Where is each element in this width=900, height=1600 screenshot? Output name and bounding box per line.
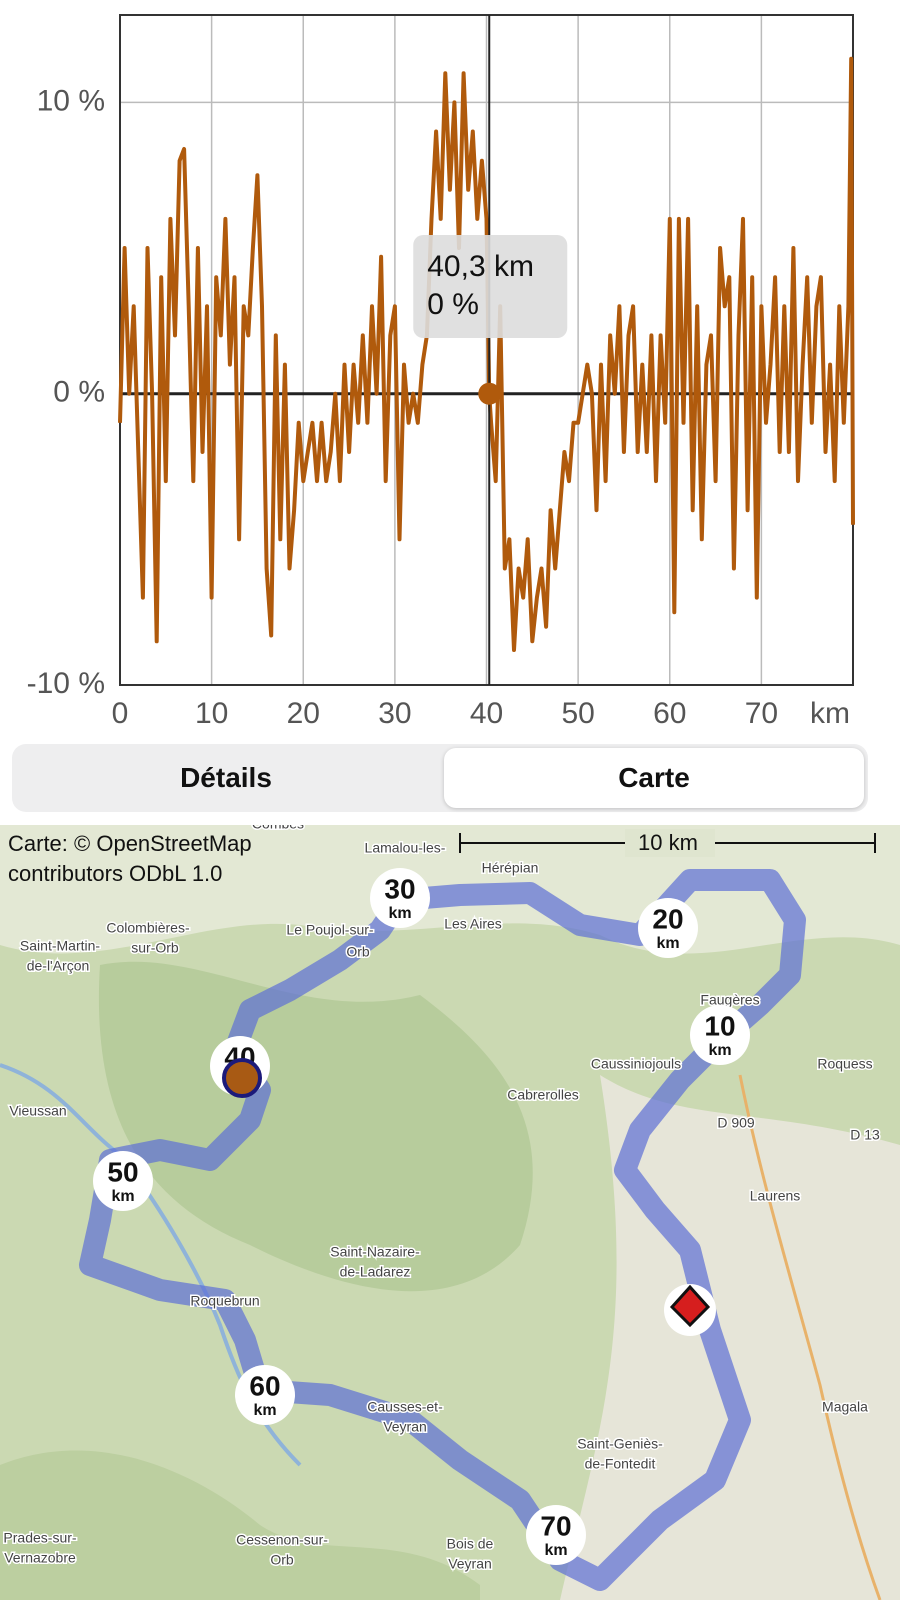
- x-tick-label: 60: [653, 697, 686, 730]
- x-tick-label: 30: [378, 697, 411, 730]
- place-label: Magala: [822, 1399, 868, 1415]
- place-label: Caussiniojouls: [591, 1056, 681, 1072]
- place-label: Prades-sur-: [3, 1530, 76, 1546]
- km-marker-unit: km: [388, 905, 411, 922]
- place-label: Saint-Nazaire-: [330, 1244, 420, 1260]
- relief: [0, 1450, 480, 1600]
- km-marker-number: 70: [540, 1510, 571, 1541]
- scale-label-bg: [625, 829, 715, 857]
- km-marker: [370, 868, 430, 928]
- y-tick-label: 10 %: [37, 84, 105, 117]
- tooltip: [413, 235, 568, 338]
- place-label: Faugères: [700, 992, 759, 1008]
- y-tick-label: -10 %: [27, 667, 105, 700]
- cursor-point: [478, 382, 501, 405]
- segmented-control: Détails Carte: [12, 744, 868, 812]
- km-marker-number: 30: [384, 873, 415, 904]
- km-marker-unit: km: [111, 1188, 134, 1205]
- slope-chart: 0 10 20 30 40 50 60 70 km -10 % 0 % 10 % 40,3 km 0 %: [27, 14, 855, 730]
- place-label: Lamalou-les-: [365, 840, 446, 856]
- km-marker-number: 10: [704, 1010, 735, 1041]
- x-axis-label: km: [810, 697, 850, 730]
- place-label: Orb: [346, 944, 370, 960]
- x-tick-label: 0: [112, 697, 129, 730]
- km-marker-number: 20: [652, 903, 683, 934]
- place-label: D 13: [850, 1127, 880, 1143]
- road: [738, 1074, 882, 1600]
- km-marker-unit: km: [253, 1402, 276, 1419]
- end-marker: [669, 1284, 711, 1328]
- place-label: Vieussan: [9, 1103, 66, 1119]
- place-label: D 909: [717, 1115, 755, 1131]
- km-marker-number: 60: [249, 1370, 280, 1401]
- place-label: Veyran: [448, 1556, 492, 1572]
- place-label: de-Ladarez: [340, 1264, 411, 1280]
- scale-label: 10 km: [638, 830, 698, 855]
- tab-details[interactable]: Détails: [180, 762, 272, 793]
- km-marker: [690, 1005, 750, 1065]
- place-label: sur-Orb: [131, 940, 179, 956]
- place-label: Le Poujol-sur-: [286, 922, 373, 938]
- map[interactable]: 10 km Carte: © OpenStreetMap contributor…: [0, 825, 900, 1600]
- attribution: contributors ODbL 1.0: [8, 861, 222, 886]
- x-tick-label: 10: [195, 697, 228, 730]
- x-tick-label: 50: [561, 697, 594, 730]
- place-label: de-Fontedit: [585, 1456, 656, 1472]
- place-label: Cessenon-sur-: [236, 1532, 328, 1548]
- km-marker-unit: km: [544, 1542, 567, 1559]
- x-tick-label: 20: [287, 697, 320, 730]
- tab-map[interactable]: Carte: [444, 748, 864, 808]
- km-marker: [235, 1365, 295, 1425]
- position-dot: [222, 1058, 262, 1098]
- km-marker: [638, 898, 698, 958]
- km-marker-number: 50: [107, 1156, 138, 1187]
- tooltip-x: 40,3 km: [427, 250, 534, 283]
- place-label: Roquess: [817, 1056, 872, 1072]
- place-label: Colombières-: [106, 920, 190, 936]
- x-tick-label: 70: [745, 697, 778, 730]
- place-label: Hérépian: [482, 860, 539, 876]
- place-label: Laurens: [750, 1188, 801, 1204]
- place-label: Vernazobre: [4, 1550, 76, 1566]
- x-tick-label: 40: [470, 697, 503, 730]
- km-marker-unit: km: [656, 935, 679, 952]
- place-label: Roquebrun: [190, 1293, 259, 1309]
- place-label: Bois de: [447, 1536, 494, 1552]
- place-label: Causses-et-: [367, 1399, 443, 1415]
- place-label: Saint-Geniès-: [577, 1436, 663, 1452]
- attribution: Carte: © OpenStreetMap: [8, 831, 252, 856]
- km-marker: [93, 1151, 153, 1211]
- y-tick-label: 0 %: [53, 376, 105, 409]
- place-label: Saint-Martin-: [20, 938, 100, 954]
- place-label: Veyran: [383, 1419, 427, 1435]
- place-label: Cabrerolles: [507, 1087, 579, 1103]
- place-label: de-l'Arçon: [27, 958, 90, 974]
- km-marker: [526, 1505, 586, 1565]
- km-marker-unit: km: [708, 1042, 731, 1059]
- tooltip-y: 0 %: [427, 288, 479, 321]
- relief: [98, 961, 533, 1292]
- place-label: Combes: [252, 825, 304, 832]
- place-label: Orb: [270, 1552, 294, 1568]
- place-label: Les Aires: [444, 916, 502, 932]
